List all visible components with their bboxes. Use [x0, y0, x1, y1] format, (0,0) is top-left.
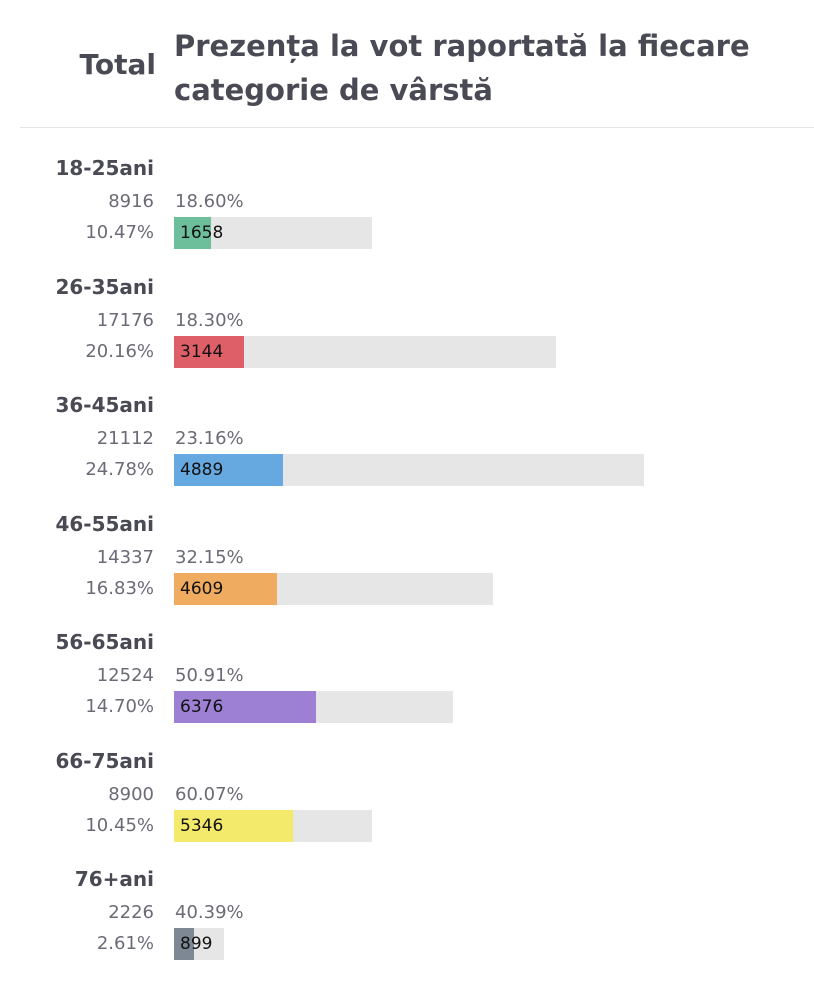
bar-fill [174, 809, 293, 842]
bar-fill [174, 928, 194, 960]
age-label: 56-65ani [55, 630, 154, 654]
bar-value: 1658 [180, 223, 224, 243]
turnout-percent: 23.16% [175, 428, 244, 449]
age-group: 18-25ani 8916 10.47% 18.60% 1658 [0, 155, 814, 265]
total-count: 8916 [108, 191, 154, 212]
total-count: 8900 [108, 783, 154, 805]
age-label: 76+ani [74, 867, 154, 891]
total-share: 10.45% [85, 814, 154, 836]
age-group: 66-75ani 8900 10.45% 60.07% 5346 [0, 748, 814, 858]
bar-fill [174, 572, 277, 605]
bar-track: 3144 [174, 335, 556, 368]
bar-track: 4889 [174, 454, 644, 486]
turnout-percent: 18.60% [175, 191, 244, 212]
age-label: 18-25ani [55, 156, 154, 180]
total-share: 10.47% [85, 222, 154, 243]
bar-value: 899 [180, 934, 213, 954]
age-group: 76+ani 2226 2.61% 40.39% 899 [0, 866, 814, 976]
bar-value: 5346 [180, 815, 224, 836]
age-label: 46-55ani [55, 511, 154, 536]
bar-fill [174, 335, 244, 368]
bar-value: 6376 [180, 697, 224, 717]
bar-track: 5346 [174, 809, 372, 842]
age-label: 26-35ani [55, 274, 154, 299]
age-group: 36-45ani 21112 24.78% 23.16% 4889 [0, 392, 814, 502]
total-share: 24.78% [85, 459, 154, 480]
age-group: 56-65ani 12524 14.70% 50.91% 6376 [0, 629, 814, 739]
age-label: 36-45ani [55, 393, 154, 417]
total-label: Total [79, 48, 157, 81]
total-count: 17176 [96, 309, 154, 331]
total-share: 14.70% [85, 696, 154, 717]
bar-value: 4889 [180, 460, 224, 480]
total-count: 14337 [96, 546, 154, 568]
age-group: 26-35ani 17176 20.16% 18.30% 3144 [0, 274, 814, 384]
total-count: 12524 [96, 665, 154, 686]
bar-value: 4609 [180, 578, 224, 599]
total-count: 2226 [108, 902, 154, 923]
bar-track: 6376 [174, 691, 453, 723]
age-group: 46-55ani 14337 16.83% 32.15% 4609 [0, 511, 814, 621]
header-divider [20, 127, 814, 128]
turnout-percent: 18.30% [175, 309, 244, 331]
bar-track: 899 [174, 928, 224, 960]
total-share: 2.61% [96, 933, 154, 954]
bar-track: 1658 [174, 217, 372, 249]
bar-fill [174, 217, 211, 249]
total-share: 20.16% [85, 340, 154, 362]
turnout-percent: 60.07% [175, 783, 244, 805]
chart-title: Prezența la vot raportată la fiecare cat… [174, 29, 750, 107]
total-share: 16.83% [85, 577, 154, 599]
chart-header: Total Prezența la vot raportată la fieca… [0, 0, 814, 130]
total-count: 21112 [96, 428, 154, 449]
turnout-percent: 50.91% [175, 665, 244, 686]
bar-fill [174, 691, 316, 723]
bar-fill [174, 454, 283, 486]
bar-value: 3144 [180, 341, 224, 362]
bar-track: 4609 [174, 572, 493, 605]
age-label: 66-75ani [55, 748, 154, 773]
turnout-percent: 40.39% [175, 902, 244, 923]
turnout-percent: 32.15% [175, 546, 244, 568]
